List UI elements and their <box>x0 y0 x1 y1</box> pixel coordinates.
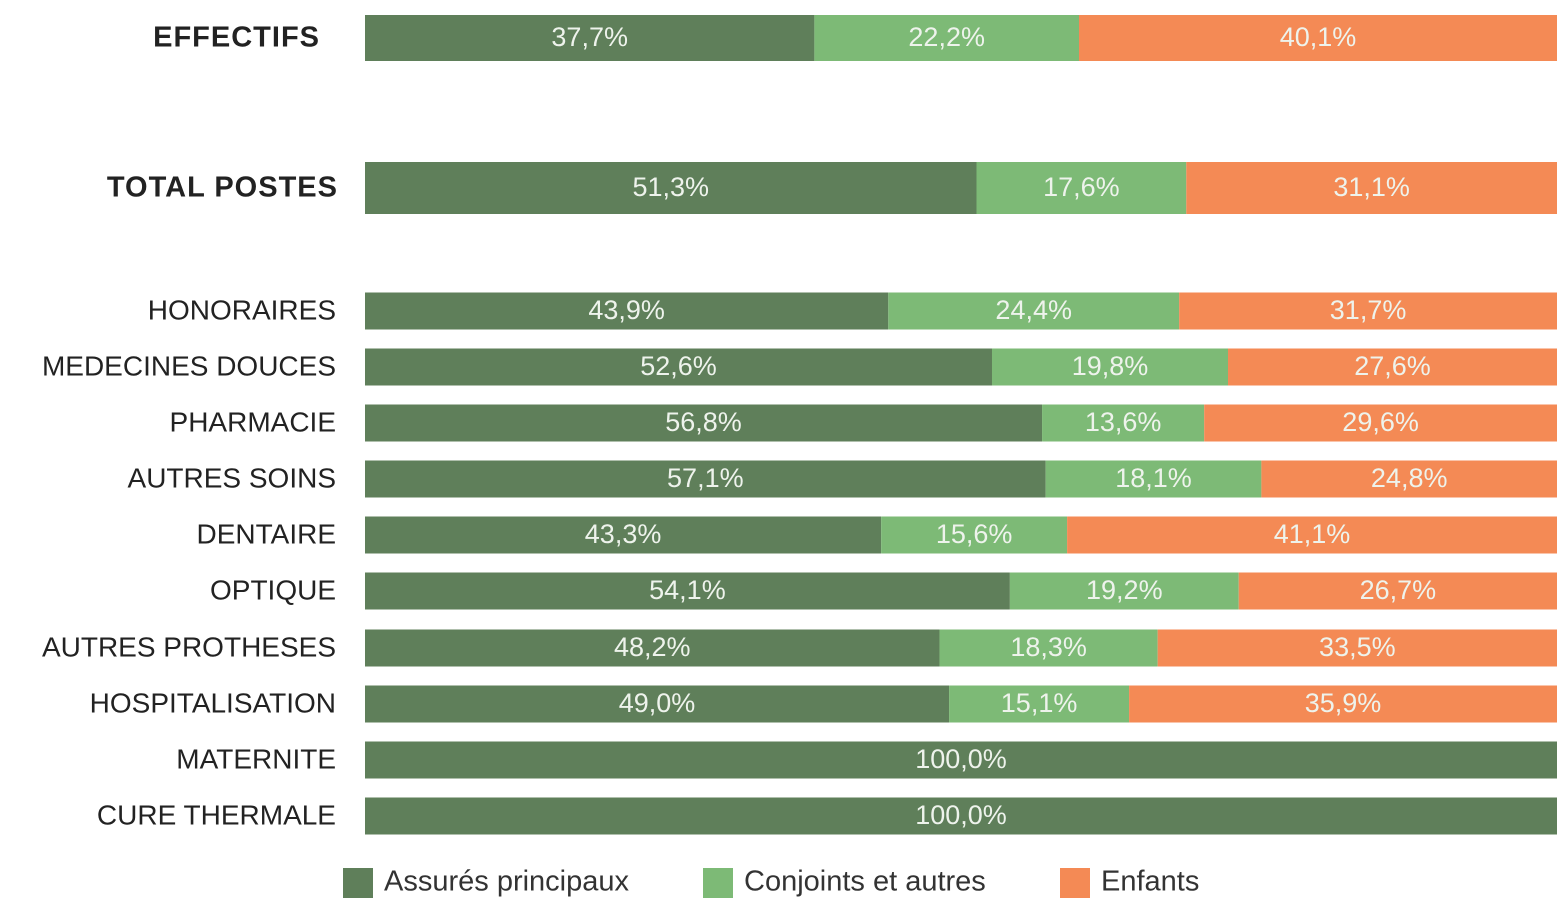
bar-segment <box>1157 629 1557 667</box>
category-label: TOTAL POSTES <box>107 172 338 204</box>
category-label: AUTRES SOINS <box>128 462 336 493</box>
category-label: CURE THERMALE <box>97 799 336 830</box>
bar-segment <box>1179 292 1557 330</box>
value-label: 31,7% <box>1330 295 1407 325</box>
bar-segment <box>1238 572 1557 610</box>
value-label: 33,5% <box>1319 632 1396 662</box>
bar-segment <box>365 292 889 330</box>
value-label: 19,8% <box>1072 351 1149 381</box>
value-label: 51,3% <box>632 172 709 202</box>
category-label: MEDECINES DOUCES <box>42 350 336 381</box>
value-label: 52,6% <box>640 351 717 381</box>
bar-segment <box>365 572 1010 610</box>
category-label: AUTRES PROTHESES <box>42 631 336 662</box>
category-label: MATERNITE <box>176 743 336 774</box>
legend-label: Conjoints et autres <box>744 866 986 898</box>
value-label: 54,1% <box>649 575 726 605</box>
bar-segment <box>814 15 1080 61</box>
bar-segment <box>1045 460 1262 498</box>
bar-segment <box>1079 15 1557 61</box>
value-label: 29,6% <box>1342 407 1419 437</box>
legend-swatch <box>1060 868 1090 898</box>
value-label: 100,0% <box>915 800 1007 830</box>
bar-segment <box>365 460 1046 498</box>
bar-segment <box>365 162 977 214</box>
value-label: 100,0% <box>915 744 1007 774</box>
bar-segment <box>1186 162 1557 214</box>
bar-segment <box>976 162 1187 214</box>
bar-segment <box>881 516 1068 554</box>
value-label: 15,1% <box>1001 688 1078 718</box>
bar-segment <box>888 292 1180 330</box>
bar-segment <box>1042 404 1205 442</box>
legend-label: Assurés principaux <box>384 866 629 898</box>
legend-swatch <box>703 868 733 898</box>
value-label: 27,6% <box>1354 351 1431 381</box>
value-label: 40,1% <box>1280 22 1357 52</box>
value-label: 18,3% <box>1010 632 1087 662</box>
bar-segment <box>365 741 1557 779</box>
value-label: 49,0% <box>619 688 696 718</box>
bar-segment <box>365 797 1557 835</box>
bar-segment <box>365 348 992 386</box>
value-label: 48,2% <box>614 632 691 662</box>
value-label: 22,2% <box>908 22 985 52</box>
bar-segment <box>939 629 1158 667</box>
bar-segment <box>1261 460 1557 498</box>
category-label: HONORAIRES <box>148 294 336 325</box>
value-label: 24,8% <box>1371 463 1448 493</box>
value-label: 43,3% <box>585 519 662 549</box>
value-label: 57,1% <box>667 463 744 493</box>
value-label: 41,1% <box>1274 519 1351 549</box>
legend-label: Enfants <box>1101 866 1199 898</box>
value-label: 19,2% <box>1086 575 1163 605</box>
category-label: HOSPITALISATION <box>90 687 336 718</box>
bar-segment <box>949 685 1130 723</box>
category-label: PHARMACIE <box>170 406 336 437</box>
bar-segment <box>1228 348 1557 386</box>
bar-segment <box>365 15 815 61</box>
bar-segment <box>991 348 1229 386</box>
value-label: 31,1% <box>1333 172 1410 202</box>
bar-segment <box>1129 685 1557 723</box>
value-label: 43,9% <box>588 295 665 325</box>
category-label: DENTAIRE <box>197 518 337 549</box>
category-label: OPTIQUE <box>210 574 336 605</box>
bar-segment <box>365 404 1043 442</box>
legend-swatch <box>343 868 373 898</box>
bar-segment <box>365 516 882 554</box>
value-label: 35,9% <box>1305 688 1382 718</box>
value-label: 18,1% <box>1115 463 1192 493</box>
bar-segment <box>365 629 940 667</box>
value-label: 15,6% <box>936 519 1013 549</box>
value-label: 56,8% <box>665 407 742 437</box>
value-label: 24,4% <box>995 295 1072 325</box>
category-label: EFFECTIFS <box>153 22 320 54</box>
value-label: 37,7% <box>551 22 628 52</box>
value-label: 13,6% <box>1085 407 1162 437</box>
value-label: 17,6% <box>1043 172 1120 202</box>
bar-segment <box>365 685 950 723</box>
bar-segment <box>1067 516 1557 554</box>
bar-segment <box>1009 572 1239 610</box>
value-label: 26,7% <box>1360 575 1437 605</box>
bar-segment <box>1204 404 1557 442</box>
